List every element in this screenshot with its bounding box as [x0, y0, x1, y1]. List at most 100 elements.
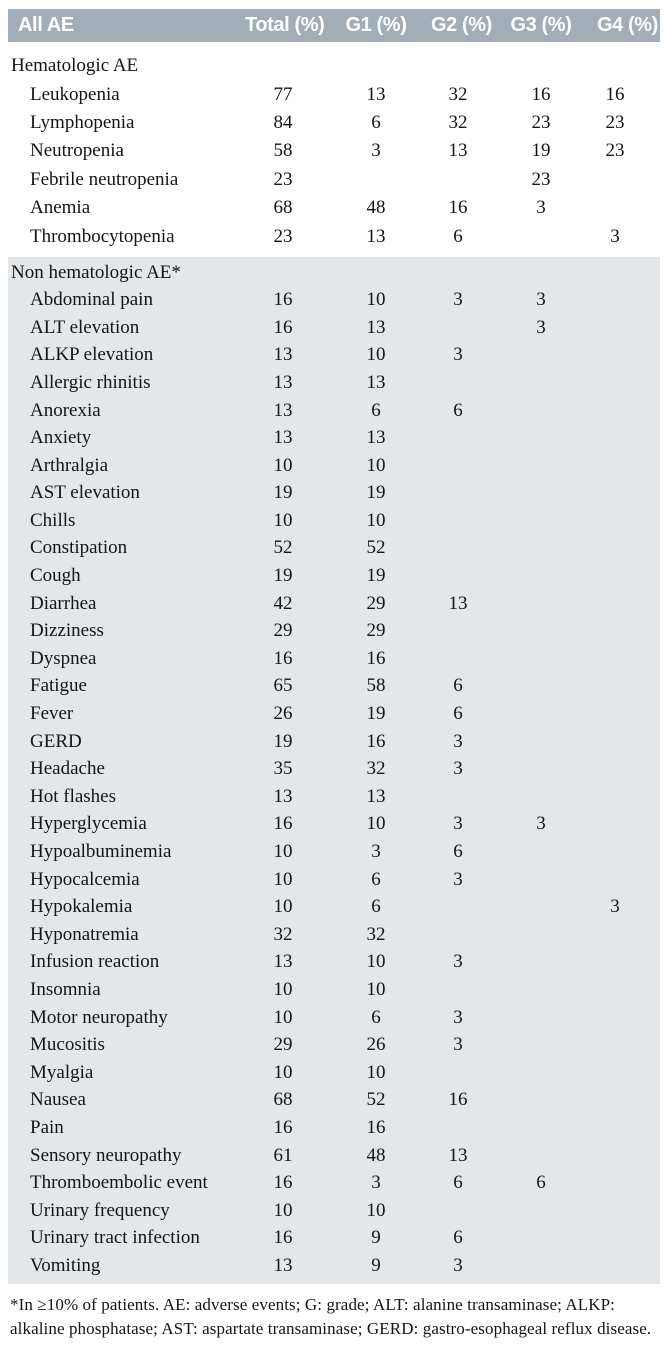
row-value: 19	[366, 703, 386, 725]
row-value: 3	[453, 868, 463, 890]
table-row: Arthralgia 10 10	[8, 452, 660, 480]
table-row: Pain 16 16	[8, 1114, 660, 1142]
row-value: 6	[371, 868, 381, 890]
table-row: Chills 10 10	[8, 507, 660, 535]
row-value: 10	[366, 951, 386, 973]
row-value: 3	[453, 344, 463, 366]
row-value: 42	[273, 592, 293, 614]
table-row: ALKP elevation 13 10 3	[8, 342, 660, 370]
row-value: 16	[273, 1172, 293, 1194]
table-row: Hypocalcemia 10 6 3	[8, 866, 660, 894]
row-value: 13	[448, 1144, 468, 1166]
row-value: 23	[531, 111, 551, 133]
row-value: 3	[453, 1006, 463, 1028]
row-value: 29	[273, 620, 293, 642]
row-label: Diarrhea	[30, 592, 97, 614]
row-label: Headache	[30, 758, 105, 780]
row-value: 16	[273, 813, 293, 835]
row-value: 29	[366, 592, 386, 614]
row-value: 3	[453, 813, 463, 835]
section-title: Hematologic AE	[11, 55, 139, 77]
row-label: Hyponatremia	[30, 923, 139, 945]
row-label: Cough	[30, 565, 81, 587]
row-value: 9	[371, 1254, 381, 1276]
section-hematologic: Hematologic AE Leukopenia 77 13 32 16 16 Lymph…	[8, 42, 660, 257]
row-value: 10	[273, 978, 293, 1000]
row-value: 32	[273, 923, 293, 945]
row-value: 16	[273, 289, 293, 311]
section-rows: Leukopenia 77 13 32 16 16 Lymphopenia 84 6 32 23 23…	[8, 80, 660, 250]
row-value: 6	[371, 399, 381, 421]
row-label: Hot flashes	[30, 785, 117, 807]
table-row: Hypoalbuminemia 10 3 6	[8, 838, 660, 866]
header-g3-pct: G3 (%)	[510, 14, 572, 36]
row-value: 10	[273, 1199, 293, 1221]
table-row: Insomnia 10 10	[8, 976, 660, 1004]
row-value: 13	[366, 427, 386, 449]
row-value: 13	[273, 371, 293, 393]
row-label: Urinary tract infection	[30, 1227, 200, 1249]
table-row: Febrile neutropenia 23 23	[8, 166, 660, 194]
row-label: GERD	[30, 730, 82, 752]
row-label: Insomnia	[30, 978, 101, 1000]
row-value: 3	[536, 813, 546, 835]
row-value: 29	[366, 620, 386, 642]
row-label: Infusion reaction	[30, 951, 160, 973]
row-value: 13	[366, 316, 386, 338]
row-value: 35	[273, 758, 293, 780]
table-row: Hot flashes 13 13	[8, 783, 660, 811]
row-value: 16	[273, 647, 293, 669]
row-value: 10	[273, 868, 293, 890]
table-row: Thromboembolic event 16 3 6 6	[8, 1169, 660, 1197]
row-label: Leukopenia	[30, 83, 120, 105]
row-value: 32	[448, 83, 468, 105]
row-label: Anxiety	[30, 427, 92, 449]
table-row: Hyponatremia 32 32	[8, 921, 660, 949]
row-value: 23	[605, 140, 625, 162]
row-label: AST elevation	[30, 482, 140, 504]
row-label: Abdominal pain	[30, 289, 153, 311]
row-value: 13	[366, 785, 386, 807]
row-value: 23	[273, 168, 293, 190]
row-value: 19	[366, 482, 386, 504]
table-row: Vomiting 13 9 3	[8, 1252, 660, 1280]
table-row: Headache 35 32 3	[8, 755, 660, 783]
row-value: 19	[273, 565, 293, 587]
row-label: Hypoalbuminemia	[30, 841, 172, 862]
row-value: 10	[366, 1061, 386, 1083]
row-value: 32	[366, 923, 386, 945]
row-label: Fever	[30, 703, 74, 725]
row-value: 77	[273, 83, 293, 105]
row-value: 16	[448, 197, 468, 219]
row-value: 16	[366, 647, 386, 669]
row-value: 68	[273, 1089, 293, 1111]
row-label: Motor neuropathy	[30, 1006, 168, 1028]
table-row: Infusion reaction 13 10 3	[8, 949, 660, 977]
row-value: 10	[273, 896, 293, 918]
row-label: Myalgia	[30, 1061, 94, 1083]
row-label: Hypocalcemia	[30, 868, 140, 890]
row-value: 3	[536, 197, 546, 219]
table-row: Allergic rhinitis 13 13	[8, 369, 660, 397]
row-value: 3	[610, 896, 620, 918]
section-rows: Abdominal pain 16 10 3 3 ALT elevation 16 13 3 AL…	[8, 286, 660, 1279]
row-value: 6	[453, 841, 463, 862]
row-value: 13	[273, 785, 293, 807]
row-value: 13	[273, 1254, 293, 1276]
row-value: 3	[453, 758, 463, 780]
row-label: Mucositis	[30, 1034, 105, 1056]
table-header-row: All AE Total (%) G1 (%) G2 (%) G3 (%) G4…	[8, 9, 660, 42]
row-value: 16	[366, 1116, 386, 1138]
row-label: Sensory neuropathy	[30, 1144, 182, 1166]
table-row: Urinary tract infection 16 9 6	[8, 1225, 660, 1253]
row-value: 10	[273, 454, 293, 476]
row-label: Thromboembolic event	[30, 1172, 208, 1194]
row-label: Dizziness	[30, 620, 104, 642]
row-value: 10	[366, 509, 386, 531]
row-label: ALT elevation	[30, 316, 140, 338]
row-value: 16	[273, 1116, 293, 1138]
row-value: 6	[453, 1227, 463, 1249]
row-value: 13	[448, 140, 468, 162]
table-row: Dizziness 29 29	[8, 617, 660, 645]
table-row: Urinary frequency 10 10	[8, 1197, 660, 1225]
